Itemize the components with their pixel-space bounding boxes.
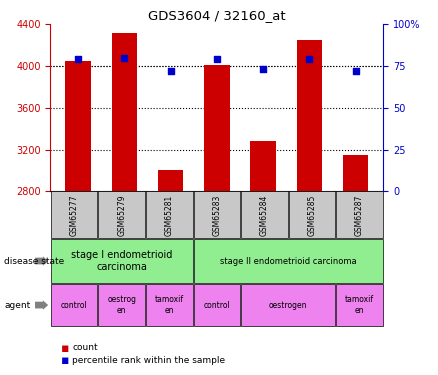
Bar — [241, 191, 288, 238]
Text: count: count — [72, 344, 98, 352]
Text: oestrogen: oestrogen — [269, 301, 307, 310]
Text: ▪: ▪ — [61, 354, 70, 367]
Text: agent: agent — [4, 301, 31, 310]
Point — [121, 55, 128, 61]
Text: GSM65285: GSM65285 — [307, 195, 316, 236]
Bar — [194, 239, 383, 283]
Text: stage I endometrioid
carcinoma: stage I endometrioid carcinoma — [71, 250, 173, 272]
Text: tamoxif
en: tamoxif en — [345, 296, 374, 315]
Point — [213, 56, 220, 62]
Text: GSM65279: GSM65279 — [117, 195, 126, 236]
Point — [260, 66, 267, 72]
Point — [167, 68, 174, 74]
Text: control: control — [203, 301, 230, 310]
Text: disease state: disease state — [4, 256, 65, 265]
Bar — [99, 284, 145, 326]
Bar — [289, 191, 335, 238]
Bar — [241, 284, 335, 326]
Bar — [194, 191, 240, 238]
Text: GSM65281: GSM65281 — [165, 195, 174, 236]
Text: GSM65283: GSM65283 — [212, 195, 221, 236]
Bar — [99, 191, 145, 238]
Bar — [51, 239, 193, 283]
Text: tamoxif
en: tamoxif en — [155, 296, 184, 315]
Bar — [297, 40, 322, 191]
Bar — [146, 284, 193, 326]
Text: stage II endometrioid carcinoma: stage II endometrioid carcinoma — [220, 256, 357, 265]
Text: control: control — [61, 301, 88, 310]
Bar — [336, 191, 383, 238]
Bar — [51, 191, 97, 238]
Bar — [204, 65, 230, 191]
Bar — [251, 141, 276, 191]
Point — [352, 68, 359, 74]
Bar — [112, 33, 137, 191]
Bar — [343, 155, 368, 191]
Bar — [336, 284, 383, 326]
Bar — [65, 61, 91, 191]
Bar — [158, 170, 183, 191]
Title: GDS3604 / 32160_at: GDS3604 / 32160_at — [148, 9, 286, 22]
Text: GSM65287: GSM65287 — [355, 195, 364, 236]
Point — [306, 56, 313, 62]
Bar — [146, 191, 193, 238]
Text: oestrog
en: oestrog en — [107, 296, 136, 315]
Bar — [194, 284, 240, 326]
Text: GSM65284: GSM65284 — [260, 195, 269, 236]
Text: percentile rank within the sample: percentile rank within the sample — [72, 356, 226, 365]
Text: GSM65277: GSM65277 — [70, 195, 79, 236]
Text: ▪: ▪ — [61, 342, 70, 354]
Point — [74, 56, 81, 62]
Bar — [51, 284, 97, 326]
